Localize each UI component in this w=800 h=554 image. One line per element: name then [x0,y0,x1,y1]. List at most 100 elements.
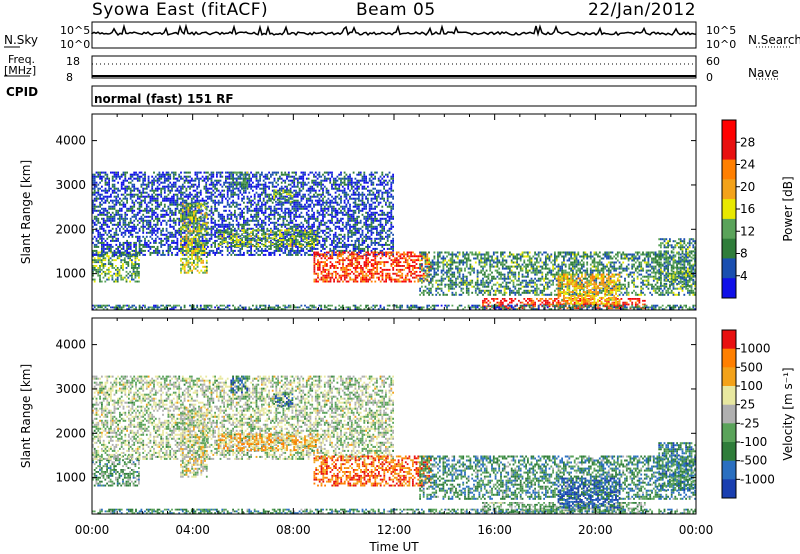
range-gate-cell [196,197,199,200]
range-gate-cell [138,205,141,208]
range-gate-cell [212,193,215,196]
range-gate-cell [340,219,342,222]
range-gate-cell [324,257,326,260]
range-gate-cell [390,241,393,244]
range-gate-cell [300,235,303,238]
range-gate-cell [180,193,182,196]
range-gate-cell [115,175,118,178]
range-gate-cell [208,239,211,242]
range-gate-cell [151,225,154,228]
range-gate-cell [363,215,366,218]
range-gate-cell [289,243,292,246]
range-gate-cell [120,251,123,254]
range-gate-cell [363,217,366,220]
range-gate-cell [367,229,369,232]
range-gate-cell [244,239,247,242]
range-gate-cell [212,181,215,184]
range-gate-cell [270,209,272,212]
range-gate-cell [183,201,186,204]
range-gate-cell [370,205,373,208]
range-gate-cell [293,217,296,220]
range-gate-cell [126,193,128,196]
range-gate-cell [228,187,231,190]
range-gate-cell [248,239,251,242]
range-gate-cell [171,197,173,200]
range-gate-cell [257,207,260,210]
range-gate-cell [202,250,204,252]
range-gate-cell [264,239,267,242]
range-gate-cell [250,239,252,242]
range-gate-cell [341,223,344,226]
range-gate-cell [244,183,247,186]
range-gate-cell [133,185,136,188]
range-gate-cell [194,173,197,176]
range-gate-cell [241,245,243,248]
range-gate-cell [122,181,125,184]
range-gate-cell [286,207,288,210]
nave-label: Nave [748,66,779,80]
range-gate-cell [193,236,195,239]
range-gate-cell [350,229,353,232]
range-gate-cell [133,219,136,222]
range-gate-cell [255,209,258,212]
range-gate-cell [311,225,314,228]
range-gate-cell [228,217,231,220]
range-gate-cell [193,250,195,252]
range-gate-cell [185,241,188,244]
range-gate-cell [120,209,123,212]
range-gate-cell [122,197,125,200]
range-gate-cell [225,223,227,226]
range-gate-cell [325,231,328,234]
range-gate-cell [204,244,206,247]
range-gate-cell [110,171,112,174]
range-gate-cell [131,272,133,275]
range-gate-cell [221,217,224,220]
range-gate-cell [235,245,238,248]
range-gate-cell [381,181,384,184]
range-gate-cell [343,183,346,186]
range-gate-cell [203,199,206,202]
range-gate-cell [354,245,357,248]
range-gate-cell [379,221,382,224]
range-gate-cell [219,229,222,232]
range-gate-cell [289,217,292,220]
range-gate-cell [223,225,225,228]
range-gate-cell [318,253,321,256]
range-gate-cell [311,201,314,204]
range-gate-cell [300,205,303,208]
range-gate-cell [268,237,270,240]
range-gate-cell [279,231,281,234]
range-gate-cell [266,215,269,218]
range-gate-cell [92,270,94,273]
range-gate-cell [284,215,287,218]
range-gate-cell [318,181,321,184]
range-gate-cell [345,243,348,246]
range-gate-cell [273,243,276,246]
range-gate-cell [343,195,346,198]
range-gate-cell [142,187,145,190]
range-gate-cell [253,213,256,216]
range-gate-cell [354,225,357,228]
range-gate-cell [358,193,360,196]
range-gate-cell [383,247,385,250]
range-gate-cell [193,238,195,241]
range-gate-cell [275,193,277,196]
range-gate-cell [239,211,242,214]
range-gate-cell [145,245,148,248]
range-gate-cell [205,212,208,215]
range-gate-cell [189,221,191,224]
range-gate-cell [296,177,299,180]
range-gate-cell [160,181,163,184]
range-gate-cell [275,191,277,194]
range-gate-cell [192,231,195,234]
range-gate-cell [282,211,285,214]
range-gate-cell [361,247,364,250]
range-gate-cell [289,200,292,203]
range-gate-cell [381,231,384,234]
range-gate-cell [198,209,200,212]
range-gate-cell [237,223,240,226]
range-gate-cell [136,201,139,204]
range-gate-cell [246,211,249,214]
range-gate-cell [106,177,109,180]
range-gate-cell [253,253,256,256]
